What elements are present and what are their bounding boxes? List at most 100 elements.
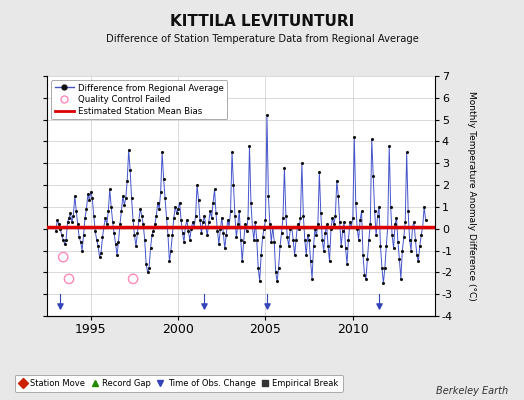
Point [85, 197, 94, 204]
Point [325, 258, 334, 265]
Point [279, 215, 287, 221]
Point [84, 191, 92, 197]
Point [251, 219, 259, 225]
Point [107, 204, 115, 210]
Point [210, 186, 219, 193]
Point [152, 212, 160, 219]
Point [155, 206, 163, 212]
Point [58, 232, 66, 238]
Point [75, 234, 83, 241]
Point [269, 223, 277, 230]
Point [398, 247, 407, 254]
Point [221, 245, 229, 252]
Point [222, 232, 231, 238]
Point [132, 243, 140, 249]
Point [236, 236, 245, 243]
Point [384, 223, 392, 230]
Point [411, 236, 420, 243]
Point [69, 212, 78, 219]
Point [245, 143, 254, 149]
Point [172, 210, 181, 217]
Point [341, 245, 350, 252]
Point [339, 228, 347, 234]
Point [346, 219, 354, 225]
Point [66, 210, 74, 217]
Point [369, 173, 377, 180]
Text: Berkeley Earth: Berkeley Earth [436, 386, 508, 396]
Point [161, 195, 169, 201]
Point [356, 217, 364, 223]
Point [331, 212, 340, 219]
Point [402, 149, 411, 156]
Text: Difference of Station Temperature Data from Regional Average: Difference of Station Temperature Data f… [105, 34, 419, 44]
Point [202, 223, 210, 230]
Point [129, 276, 137, 282]
Point [140, 236, 149, 243]
Point [238, 258, 246, 265]
Point [62, 236, 70, 243]
Point [316, 210, 325, 217]
Point [391, 221, 399, 228]
Point [282, 212, 290, 219]
Point [343, 260, 351, 267]
Point [416, 243, 424, 249]
Point [59, 254, 68, 260]
Point [328, 215, 336, 221]
Point [395, 256, 403, 262]
Point [314, 221, 322, 228]
Point [181, 223, 190, 230]
Point [219, 230, 227, 236]
Point [135, 217, 143, 223]
Point [421, 217, 430, 223]
Point [273, 278, 281, 284]
Point [382, 243, 390, 249]
Point [212, 210, 220, 217]
Point [392, 215, 401, 221]
Point [286, 226, 294, 232]
Point [130, 232, 139, 238]
Point [380, 265, 389, 271]
Point [56, 303, 64, 309]
Point [244, 215, 252, 221]
Point [348, 215, 357, 221]
Point [378, 265, 386, 271]
Point [275, 265, 283, 271]
Point [103, 221, 111, 228]
Point [239, 239, 248, 245]
Point [352, 199, 360, 206]
Point [165, 258, 173, 265]
Point [235, 208, 244, 214]
Point [387, 204, 395, 210]
Point [122, 195, 130, 201]
Point [65, 215, 73, 221]
Point [359, 252, 367, 258]
Point [194, 197, 203, 204]
Point [230, 182, 238, 188]
Point [88, 195, 96, 201]
Point [149, 228, 158, 234]
Point [324, 243, 332, 249]
Point [354, 236, 363, 243]
Point [309, 243, 318, 249]
Point [372, 232, 380, 238]
Point [247, 199, 255, 206]
Point [125, 147, 133, 153]
Point [413, 252, 421, 258]
Point [407, 247, 415, 254]
Point [357, 208, 366, 214]
Point [77, 239, 85, 245]
Point [295, 226, 303, 232]
Point [234, 221, 242, 228]
Point [129, 217, 137, 223]
Point [189, 219, 197, 225]
Point [100, 223, 108, 230]
Point [311, 226, 319, 232]
Point [223, 217, 232, 223]
Point [350, 134, 358, 140]
Point [280, 164, 289, 171]
Point [400, 234, 408, 241]
Point [167, 247, 175, 254]
Point [81, 215, 89, 221]
Point [82, 206, 91, 212]
Point [312, 232, 321, 238]
